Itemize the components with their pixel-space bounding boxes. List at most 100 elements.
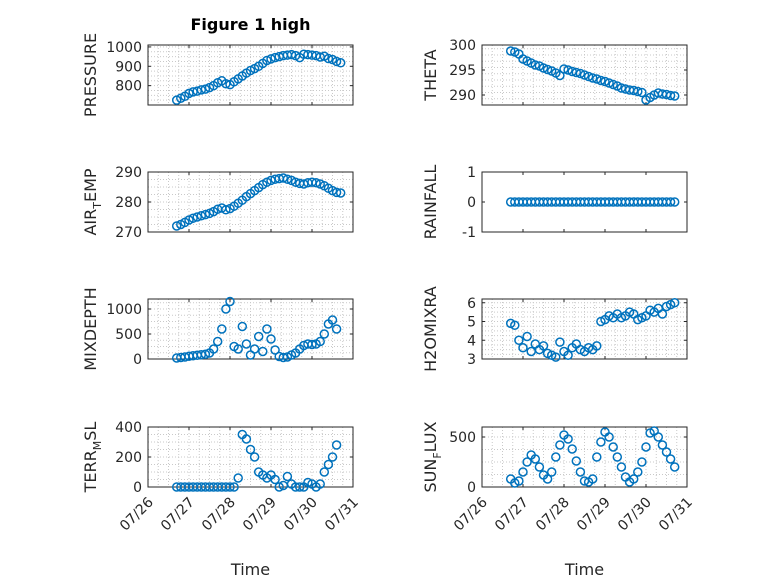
- grid: [481, 427, 688, 488]
- data-point: [323, 53, 334, 64]
- data-point: [575, 68, 586, 79]
- data-point: [294, 482, 305, 492]
- data-point: [323, 459, 334, 470]
- data-point: [538, 63, 549, 73]
- data-point: [327, 452, 338, 462]
- data-point: [217, 324, 227, 334]
- subplot-3: 270 280 290 AIRTEMP: [81, 165, 354, 241]
- data-point: [514, 476, 524, 486]
- x-tick-label: 07/30: [615, 495, 655, 535]
- x-tick-label: 07/26: [117, 494, 157, 534]
- data-point: [542, 474, 553, 484]
- data-point: [303, 477, 313, 488]
- series: [171, 173, 346, 231]
- data-point: [212, 336, 223, 347]
- data-point: [559, 64, 569, 74]
- data-point: [249, 344, 260, 354]
- data-point: [514, 335, 524, 345]
- data-point: [282, 471, 293, 482]
- data-point: [200, 84, 211, 94]
- data-point: [579, 70, 590, 80]
- data-point: [192, 212, 202, 222]
- data-point: [616, 462, 627, 472]
- y-axis-label: PRESSURE: [81, 33, 100, 117]
- y-tick-label: 0: [133, 352, 142, 368]
- data-point: [522, 331, 532, 342]
- x-axis-label: Time: [230, 560, 270, 579]
- y-axis-label: THETA: [421, 49, 440, 101]
- data-point: [669, 197, 680, 207]
- series: [505, 46, 680, 105]
- data-point: [669, 91, 680, 101]
- y-tick-label: 270: [115, 225, 142, 241]
- data-point: [567, 444, 577, 454]
- data-point: [657, 440, 668, 450]
- data-point: [188, 213, 198, 223]
- subplot-5: 0 500 1000 MIXDEPTH: [81, 287, 354, 371]
- axes-box: [481, 44, 688, 106]
- data-point: [546, 467, 557, 477]
- data-point: [249, 452, 260, 462]
- y-axis-label: AIRTEMP: [81, 168, 104, 235]
- data-point: [628, 474, 639, 484]
- y-tick-label: 0: [133, 480, 142, 496]
- data-point: [307, 339, 317, 350]
- data-point: [653, 432, 664, 442]
- data-point: [551, 352, 561, 362]
- x-tick-label: 07/31: [656, 495, 696, 535]
- subplot-6: 3 4 5 6 H2OMIXRA: [421, 286, 688, 372]
- y-tick-label: 280: [115, 195, 142, 211]
- x-tick-label: 07/26: [451, 494, 491, 534]
- data-point: [237, 321, 248, 332]
- data-point: [278, 352, 289, 363]
- data-point: [592, 452, 602, 462]
- data-point: [196, 211, 207, 221]
- y-tick-label: 5: [467, 315, 476, 331]
- data-point: [335, 58, 346, 68]
- data-point: [286, 49, 297, 60]
- data-point: [600, 76, 610, 87]
- data-point: [331, 187, 342, 198]
- data-point: [571, 67, 582, 78]
- data-point: [563, 350, 573, 360]
- series: [171, 296, 342, 363]
- series: [505, 298, 680, 362]
- y-tick-label: 290: [115, 165, 142, 181]
- x-tick-label: 07/29: [240, 495, 280, 535]
- data-point: [196, 85, 207, 95]
- data-point: [592, 74, 602, 84]
- data-point: [233, 344, 243, 354]
- subplot-4: -1 0 1 RAINFALL: [421, 165, 688, 241]
- data-point: [637, 457, 647, 467]
- x-tick-label: 07/31: [322, 495, 362, 535]
- data-point: [270, 345, 280, 355]
- y-tick-label: 0: [467, 480, 476, 496]
- axes-box: [147, 44, 354, 106]
- data-point: [518, 467, 528, 477]
- data-point: [592, 341, 602, 351]
- data-point: [596, 75, 606, 86]
- data-point: [258, 346, 268, 357]
- x-tick-label: 07/27: [492, 495, 532, 535]
- data-point: [563, 434, 573, 444]
- data-point: [555, 440, 565, 450]
- y-tick-label: -1: [462, 225, 476, 241]
- data-point: [637, 87, 647, 98]
- y-tick-label: 400: [115, 420, 142, 436]
- data-point: [171, 221, 182, 231]
- data-point: [319, 467, 330, 477]
- subplot-1: 800 900 1000 PRESSURE: [81, 33, 354, 117]
- data-point: [583, 71, 594, 82]
- y-tick-label: 6: [467, 296, 476, 312]
- data-point: [665, 90, 676, 101]
- data-point: [319, 329, 330, 339]
- data-point: [657, 309, 668, 319]
- data-point: [518, 343, 528, 353]
- series: [505, 197, 680, 207]
- data-point: [551, 452, 561, 462]
- y-tick-label: 900: [115, 59, 142, 75]
- data-point: [530, 454, 541, 464]
- data-point: [510, 320, 520, 330]
- data-point: [184, 88, 194, 99]
